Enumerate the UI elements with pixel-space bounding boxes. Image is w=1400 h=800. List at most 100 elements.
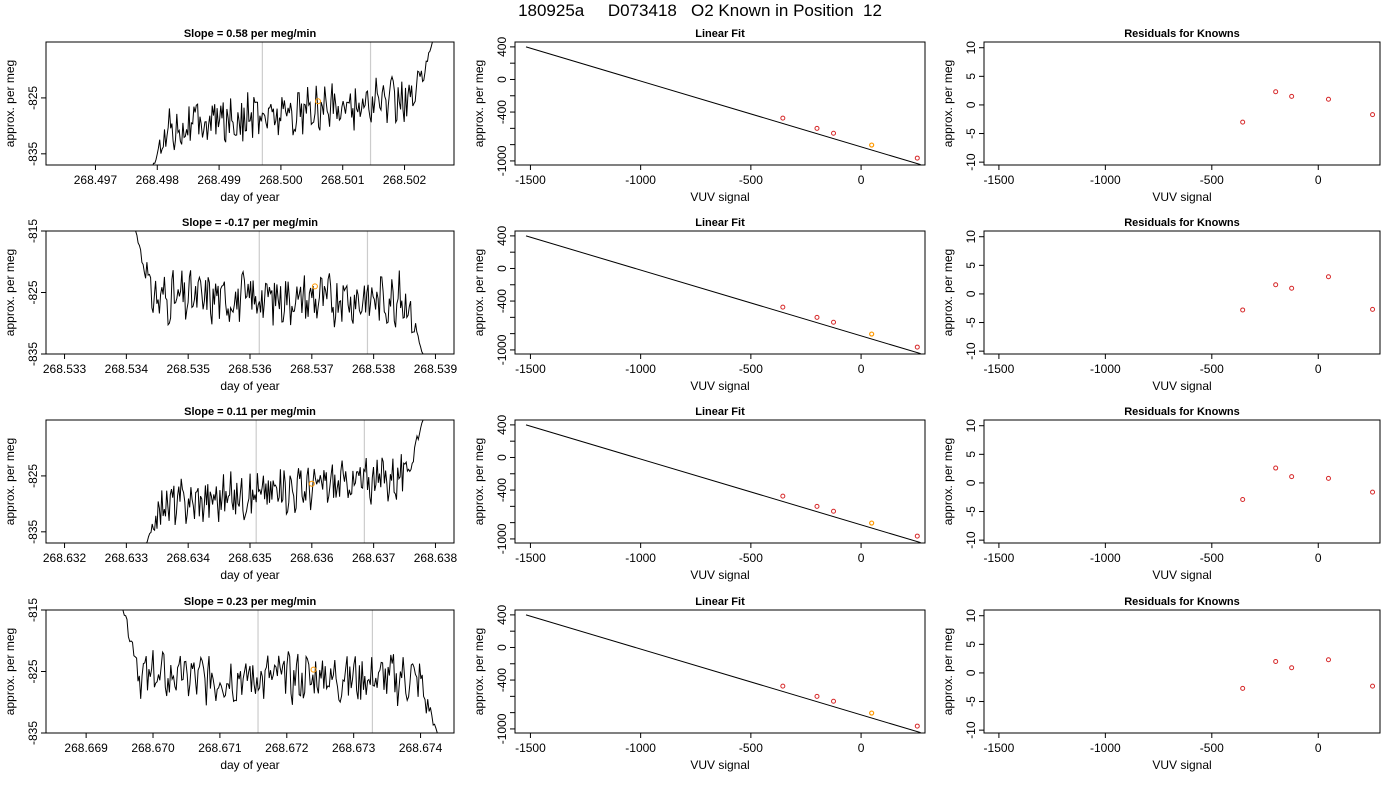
x-tick-label: -1500 <box>515 362 546 376</box>
x-tick-label: 268.498 <box>136 173 180 187</box>
fit-point <box>914 155 920 161</box>
residual-point <box>1325 96 1331 102</box>
plot-area <box>152 42 433 165</box>
x-tick-label: 268.497 <box>74 173 118 187</box>
y-tick-label: -5 <box>964 317 978 328</box>
residual-point <box>1325 274 1331 280</box>
y-tick-label: -815 <box>26 219 40 243</box>
linear-fit-panel-row-3: Linear Fit VUV signal approx. per meg -1500… <box>472 406 926 582</box>
plot-area <box>145 420 424 543</box>
x-tick-label: 268.638 <box>414 551 458 565</box>
y-tick-label: 10 <box>964 41 978 55</box>
y-tick-label: -5 <box>964 696 978 707</box>
x-tick-label: 268.535 <box>166 362 210 376</box>
y-tick-label: 10 <box>964 609 978 623</box>
y-tick-label: 0 <box>964 101 978 108</box>
residual-point <box>1370 489 1376 495</box>
y-axis-label: approx. per meg <box>941 60 955 147</box>
x-tick-label: 0 <box>858 741 865 755</box>
panel-title: Residuals for Knowns <box>1124 596 1240 608</box>
y-axis-label: approx. per meg <box>3 438 17 525</box>
x-axis-label: VUV signal <box>690 190 749 204</box>
fit-line <box>525 235 921 354</box>
y-tick-label: -10 <box>964 721 978 739</box>
residual-point <box>1240 307 1246 313</box>
y-axis-label: approx. per meg <box>472 249 486 336</box>
y-tick-label: 0 <box>495 454 509 461</box>
y-tick-label: -1000 <box>495 523 509 554</box>
y-tick-label: -1000 <box>495 713 509 744</box>
plot-frame <box>983 230 1381 355</box>
plot-area <box>1240 465 1376 503</box>
x-tick-label: 268.669 <box>64 741 108 755</box>
x-axis-label: VUV signal <box>1152 379 1211 393</box>
time-series-panel-row-4: Slope = 0.23 per meg/min day of year appro… <box>3 596 455 772</box>
x-tick-label: 268.534 <box>105 362 149 376</box>
fit-point <box>914 723 920 729</box>
x-tick-label: 268.499 <box>197 173 241 187</box>
fit-point <box>780 683 786 689</box>
x-axis-label: day of year <box>220 568 279 582</box>
plot-frame <box>514 419 926 544</box>
y-tick-label: -835 <box>26 141 40 165</box>
x-tick-label: 268.502 <box>383 173 427 187</box>
y-axis-label: approx. per meg <box>472 60 486 147</box>
panel-title: Linear Fit <box>695 28 745 40</box>
residual-point <box>1273 465 1279 471</box>
known-point <box>869 331 875 337</box>
fit-point <box>814 125 820 131</box>
known-point <box>869 520 875 526</box>
linear-fit-panel-row-2: Linear Fit VUV signal approx. per meg -1500… <box>472 217 926 393</box>
x-axis-label: VUV signal <box>1152 568 1211 582</box>
y-tick-label: 400 <box>495 605 509 625</box>
plot-frame <box>45 230 455 355</box>
y-tick-label: 5 <box>964 73 978 80</box>
signal-trace <box>145 420 424 543</box>
y-tick-label: 10 <box>964 230 978 244</box>
y-tick-label: -10 <box>964 153 978 171</box>
x-axis-label: day of year <box>220 379 279 393</box>
fit-point <box>914 533 920 539</box>
y-tick-label: -10 <box>964 531 978 549</box>
panel-title: Linear Fit <box>695 596 745 608</box>
known-point <box>869 710 875 716</box>
residual-point <box>1325 657 1331 663</box>
time-series-panel-row-2: Slope = -0.17 per meg/min day of year appr… <box>3 217 457 393</box>
residual-point <box>1325 475 1331 481</box>
y-tick-label: 400 <box>495 415 509 435</box>
plot-area <box>525 235 921 354</box>
plot-area <box>1240 89 1376 125</box>
y-tick-label: -825 <box>26 280 40 304</box>
plot-frame <box>983 609 1381 734</box>
residuals-panel-row-3: Residuals for Knowns VUV signal approx. pe… <box>941 406 1381 582</box>
panel-title: Slope = 0.23 per meg/min <box>184 596 317 608</box>
y-tick-label: 5 <box>964 262 978 269</box>
panel-title: Residuals for Knowns <box>1124 406 1240 418</box>
y-tick-label: -400 <box>495 668 509 692</box>
x-tick-label: -1000 <box>1090 362 1121 376</box>
x-tick-label: 268.670 <box>131 741 175 755</box>
fit-point <box>831 130 837 136</box>
fit-line <box>525 614 921 733</box>
x-tick-label: -1000 <box>1090 173 1121 187</box>
known-point <box>869 142 875 148</box>
x-tick-label: -500 <box>739 362 763 376</box>
x-tick-label: 268.633 <box>105 551 149 565</box>
residual-point <box>1273 89 1279 95</box>
plot-frame <box>514 609 926 734</box>
x-tick-label: -1500 <box>984 362 1015 376</box>
residual-point <box>1370 112 1376 118</box>
residual-point <box>1370 683 1376 689</box>
residual-point <box>1273 658 1279 664</box>
plot-area <box>525 46 921 165</box>
plot-area <box>525 614 921 733</box>
panel-title: Slope = 0.11 per meg/min <box>184 406 316 418</box>
x-axis-label: VUV signal <box>1152 758 1211 772</box>
x-tick-label: 268.637 <box>352 551 396 565</box>
x-tick-label: -500 <box>739 741 763 755</box>
x-axis-label: VUV signal <box>690 379 749 393</box>
x-tick-label: -1000 <box>625 741 656 755</box>
linear-fit-panel-row-4: Linear Fit VUV signal approx. per meg -1500… <box>472 596 926 772</box>
